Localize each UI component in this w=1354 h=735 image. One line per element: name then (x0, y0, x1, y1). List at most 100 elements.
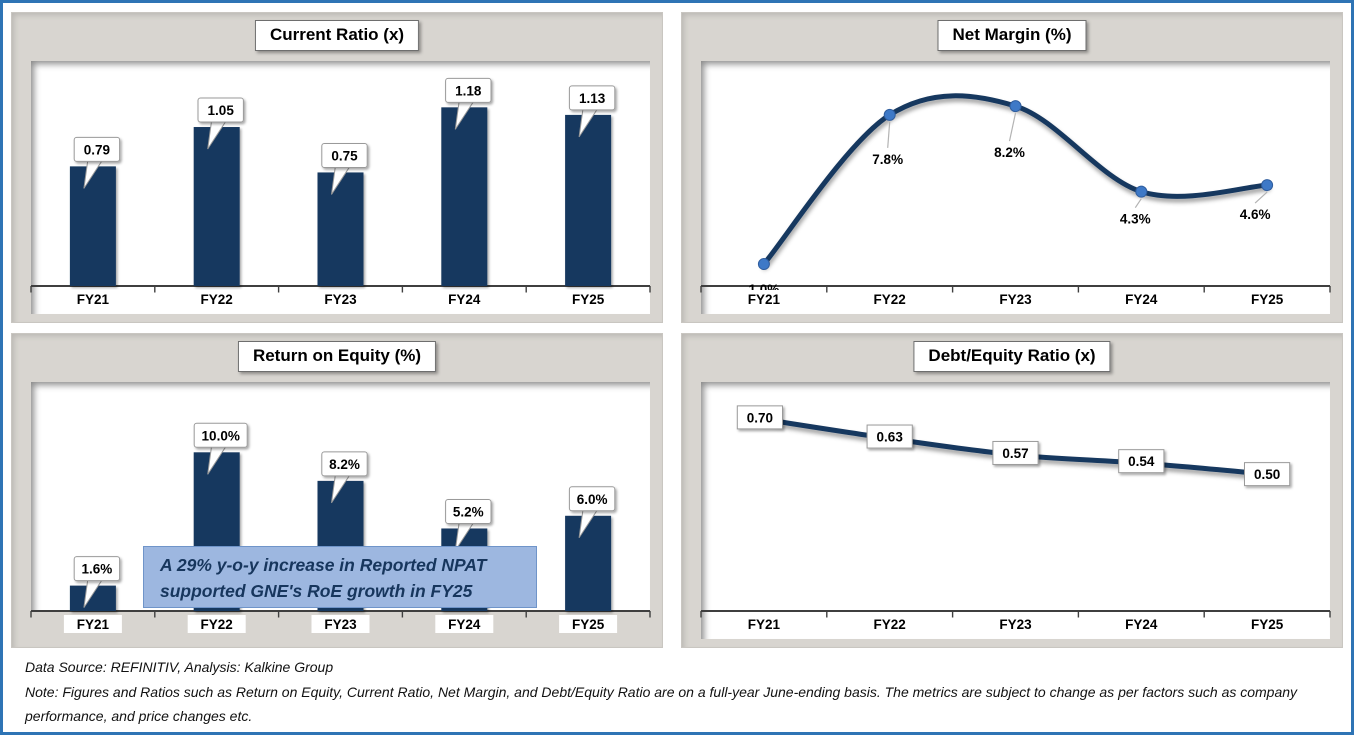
footer-source: Data Source: REFINITIV, Analysis: Kalkin… (25, 659, 334, 675)
panel-net-margin: Net Margin (%) 1.0% 7.8% 8.2% 4.3% 4.6% FY21 F… (681, 12, 1343, 323)
category-label-FY24: FY24 (1125, 617, 1158, 632)
category-label-chip (187, 615, 246, 633)
data-label-box (568, 486, 616, 512)
data-label-leader-line (887, 121, 891, 148)
category-label-FY25: FY25 (1251, 292, 1284, 307)
bar-FY25 (565, 114, 612, 286)
category-label-chip (559, 290, 618, 308)
data-label-box (321, 451, 368, 477)
category-label-FY23: FY23 (324, 617, 357, 632)
category-label-FY21: FY21 (748, 617, 781, 632)
series-line (761, 93, 1270, 267)
data-label: 10.0% (202, 428, 240, 443)
category-label-FY24: FY24 (448, 292, 481, 307)
data-label: 5.2% (453, 504, 484, 519)
data-label: 0.57 (1002, 446, 1028, 461)
footer: Data Source: REFINITIV, Analysis: Kalkin… (11, 655, 1343, 729)
data-label-box (445, 498, 492, 524)
category-label-chip (1112, 615, 1171, 633)
data-label-box (568, 85, 616, 111)
category-label-FY22: FY22 (201, 292, 233, 307)
data-label-box (73, 556, 121, 582)
bar-FY23 (317, 172, 364, 286)
charts-grid: Current Ratio (x) 0.79 1.05 0.75 1.18 1.13 FY… (11, 12, 1343, 648)
category-label-FY21: FY21 (77, 292, 110, 307)
category-label-chip (1238, 615, 1297, 633)
chart-svg-debt-equity: 0.70 0.63 0.57 0.54 0.50 FY21 FY22 FY23 FY24 FY25 (700, 405, 1331, 633)
data-label-box (73, 136, 121, 162)
category-label-chip (860, 290, 919, 308)
data-label-leader-line (1254, 191, 1268, 204)
data-label: 4.3% (1120, 212, 1151, 227)
bar-FY24 (441, 107, 488, 286)
data-label: 0.50 (1254, 467, 1280, 482)
category-label-FY23: FY23 (999, 292, 1032, 307)
panel-debt-equity: Debt/Equity Ratio (x) 0.70 0.63 0.57 0.54 0.… (681, 333, 1343, 648)
data-label-box (1118, 449, 1165, 474)
data-label-box (866, 424, 913, 449)
chart-svg-current-ratio: 0.79 1.05 0.75 1.18 1.13 FY21 FY22 FY23 FY24 FY25 (30, 77, 651, 308)
data-label: 0.79 (84, 142, 110, 157)
chart-title-current-ratio: Current Ratio (x) (254, 20, 420, 51)
category-label-FY25: FY25 (572, 292, 605, 307)
bar-FY22 (193, 127, 240, 287)
chart-title-net-margin: Net Margin (%) (937, 20, 1087, 51)
category-label-FY22: FY22 (201, 617, 233, 632)
category-label-chip (1112, 290, 1171, 308)
chart-title-return-on-equity: Return on Equity (%) (237, 341, 437, 372)
category-label-FY25: FY25 (572, 617, 605, 632)
panel-current-ratio: Current Ratio (x) 0.79 1.05 0.75 1.18 1.13 FY… (11, 12, 663, 323)
bar-FY25 (565, 515, 612, 611)
roe-annotation-box: A 29% y-o-y increase in Reported NPAT su… (143, 546, 537, 608)
category-label-FY25: FY25 (1251, 617, 1284, 632)
panel-return-on-equity: Return on Equity (%) 1.6% 10.0% 8.2% 5.2% 6.… (11, 333, 663, 648)
category-label-chip (311, 615, 370, 633)
roe-annotation-line2: supported GNE's RoE growth in FY25 (160, 581, 473, 601)
category-label-chip (435, 615, 494, 633)
chart-svg-net-margin: 1.0%7.8% 8.2%4.3% 4.6%FY21 FY22 FY23 FY24 FY25 (700, 93, 1331, 308)
category-label-chip (734, 615, 793, 633)
data-label: 0.75 (331, 148, 358, 163)
data-label: 4.6% (1240, 207, 1271, 222)
data-label: 1.05 (208, 103, 235, 118)
category-label-FY23: FY23 (324, 292, 357, 307)
category-label-FY22: FY22 (874, 292, 906, 307)
category-label-FY21: FY21 (748, 292, 781, 307)
data-label: 1.13 (579, 91, 606, 106)
category-label-chip (1238, 290, 1297, 308)
data-point-marker-FY21 (757, 258, 770, 271)
category-label-chip (986, 290, 1045, 308)
data-point-marker-FY24 (1135, 185, 1148, 198)
category-label-chip (63, 290, 122, 308)
category-label-chip (986, 615, 1045, 633)
data-label-box (445, 77, 492, 103)
data-label-box (197, 97, 244, 123)
category-label-chip (559, 615, 618, 633)
category-label-chip (734, 290, 793, 308)
footer-note: Note: Figures and Ratios such as Return … (25, 683, 1298, 725)
category-label-FY24: FY24 (448, 617, 481, 632)
bar-FY21 (69, 166, 116, 286)
category-label-FY22: FY22 (874, 617, 906, 632)
data-label: 7.8% (872, 152, 903, 167)
data-label-leader-line (1134, 198, 1142, 208)
data-label-box (1244, 462, 1291, 487)
data-label: 8.2% (329, 457, 360, 472)
category-label-chip (311, 290, 370, 308)
data-label-box (193, 422, 248, 448)
data-label: 0.54 (1128, 454, 1155, 469)
data-label-box (736, 405, 783, 430)
category-label-FY23: FY23 (999, 617, 1032, 632)
data-point-marker-FY22 (883, 108, 896, 121)
category-label-FY24: FY24 (1125, 292, 1158, 307)
data-label: 0.63 (877, 430, 904, 445)
chart-title-debt-equity: Debt/Equity Ratio (x) (913, 341, 1111, 372)
data-label: 1.18 (455, 83, 482, 98)
data-label-box (321, 142, 368, 168)
data-label: 6.0% (577, 492, 608, 507)
category-label-FY21: FY21 (77, 617, 110, 632)
data-label: 1.6% (82, 562, 113, 577)
data-point-marker-FY25 (1261, 179, 1274, 192)
category-label-chip (435, 290, 494, 308)
